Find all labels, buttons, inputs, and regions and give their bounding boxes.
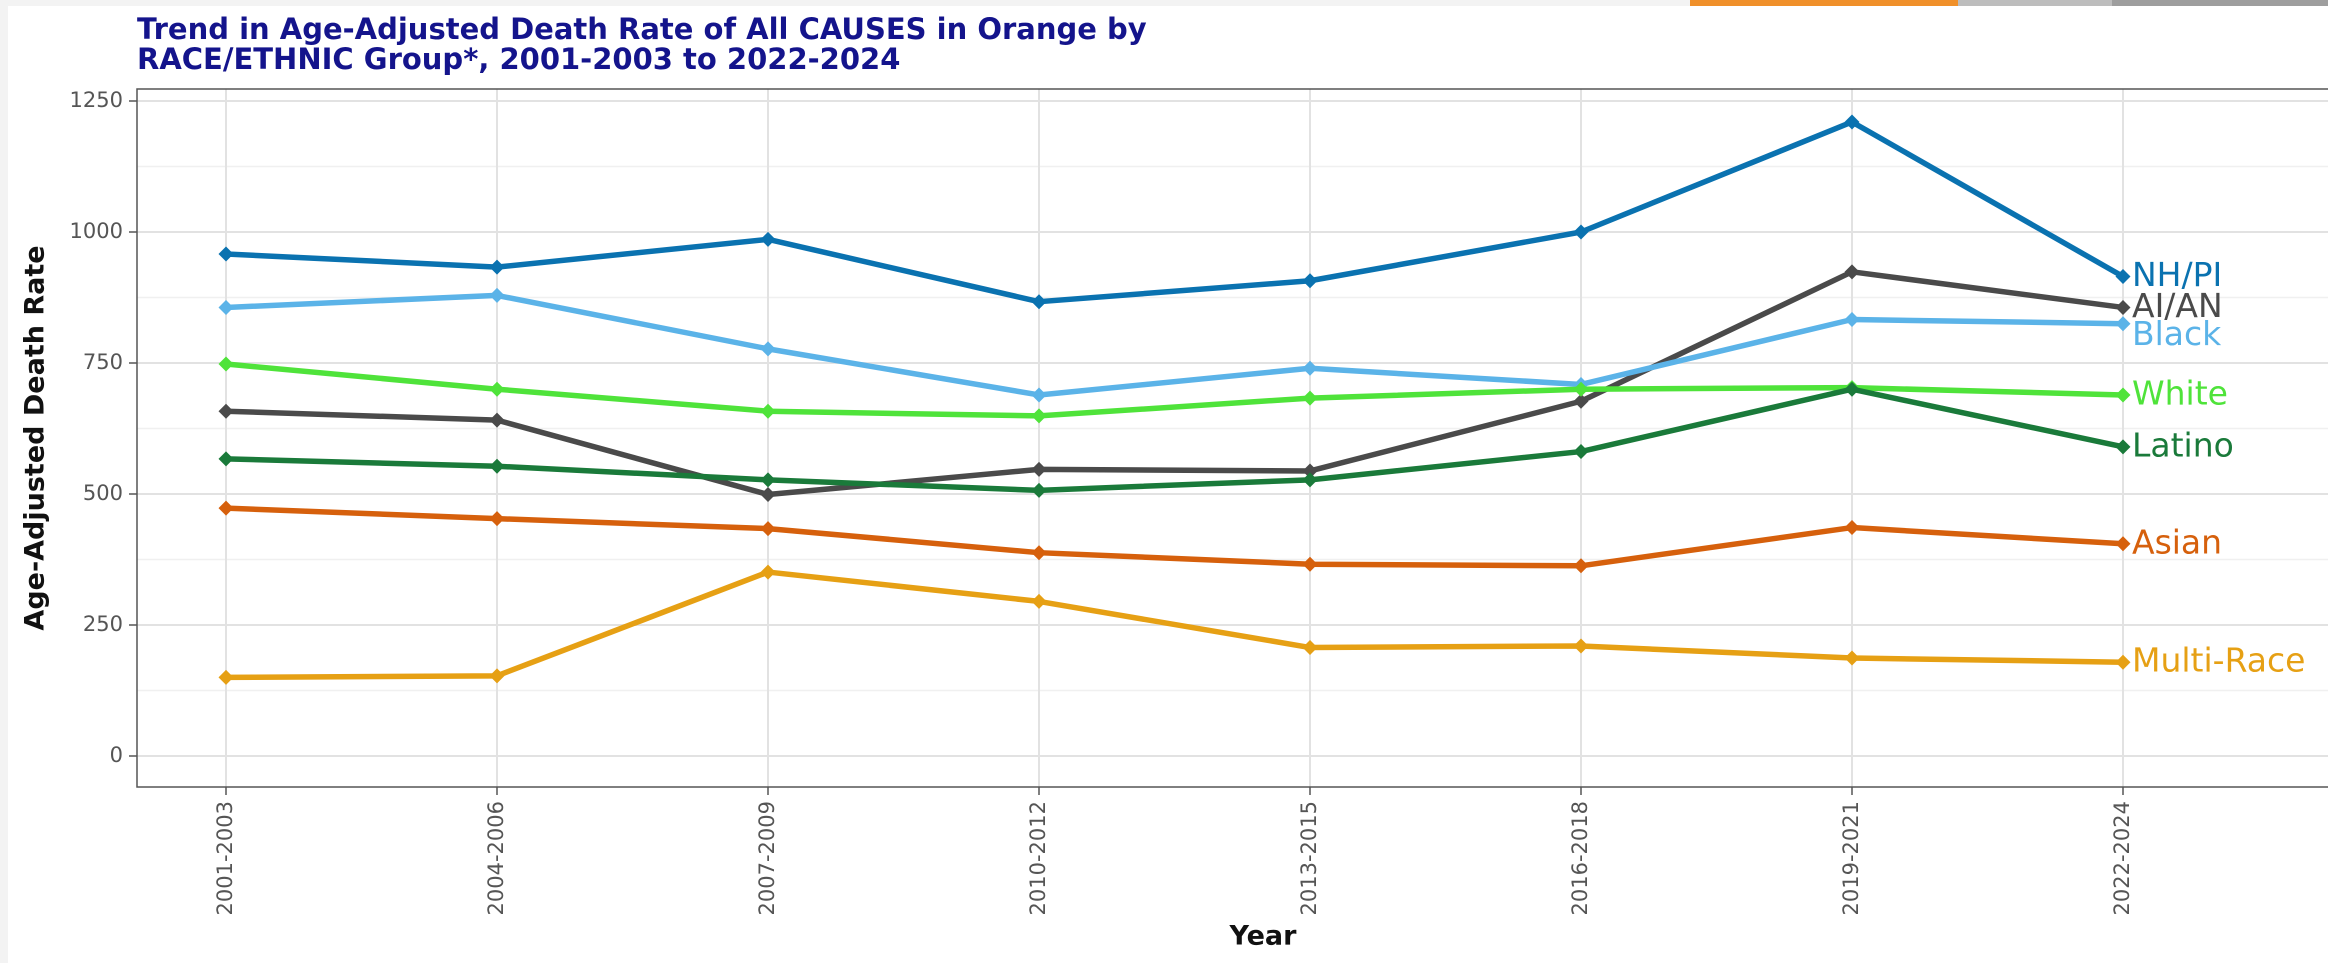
x-tick-label: 2010-2012 (1026, 801, 1050, 915)
series-label: AI/AN (2132, 286, 2223, 325)
y-tick-label: 500 (83, 481, 123, 505)
data-point (760, 231, 776, 247)
x-tick-label: 2016-2018 (1568, 801, 1592, 915)
data-point (760, 487, 776, 503)
y-tick-label: 0 (110, 743, 123, 767)
series-label: Asian (2132, 522, 2222, 561)
plot-border (136, 88, 2328, 788)
data-point (760, 403, 776, 419)
y-axis-title: Age-Adjusted Death Rate (20, 245, 51, 630)
data-point (1573, 558, 1589, 574)
series-line (225, 386, 2124, 494)
data-point (2115, 654, 2131, 670)
data-point (1844, 520, 1860, 536)
x-tick-label: 2013-2015 (1297, 801, 1321, 915)
data-point (760, 564, 776, 580)
data-point (2115, 299, 2131, 315)
top-tab (2112, 0, 2328, 6)
x-tick-label: 2022-2024 (2110, 801, 2134, 915)
data-point (1573, 224, 1589, 240)
data-point (760, 521, 776, 537)
data-point (1573, 638, 1589, 654)
data-point (2115, 316, 2131, 332)
data-point (1031, 593, 1047, 609)
series-label: NH/PI (2132, 255, 2222, 294)
data-point (760, 341, 776, 357)
data-point (1844, 312, 1860, 328)
x-tick-label: 2001-2003 (213, 801, 237, 915)
data-point (1031, 408, 1047, 424)
data-point (218, 500, 234, 516)
data-point (489, 511, 505, 527)
data-point (218, 299, 234, 315)
series-line (225, 569, 2124, 681)
chart-title: RACE/ETHNIC Group*, 2001-2003 to 2022-20… (137, 42, 900, 76)
data-point (2115, 269, 2131, 285)
data-point (1573, 381, 1589, 397)
data-point (2115, 439, 2131, 455)
series-label: Latino (2132, 425, 2234, 464)
series-label: Multi-Race (2132, 641, 2305, 680)
top-tab (1958, 0, 2112, 6)
data-point (1302, 273, 1318, 289)
series-label: Black (2132, 314, 2222, 353)
data-point (1573, 393, 1589, 409)
data-point (489, 668, 505, 684)
data-point (489, 381, 505, 397)
data-point (489, 287, 505, 303)
data-point (1302, 390, 1318, 406)
y-tick-label: 1250 (70, 88, 123, 112)
data-point (1031, 387, 1047, 403)
data-point (1031, 294, 1047, 310)
y-tick-label: 1000 (70, 219, 123, 243)
series-line (225, 119, 2125, 305)
y-tick-label: 750 (83, 350, 123, 374)
data-point (1302, 556, 1318, 572)
x-tick-label: 2007-2009 (755, 801, 779, 915)
data-point (218, 356, 234, 372)
data-point (1031, 461, 1047, 477)
data-point (218, 403, 234, 419)
data-point (1031, 482, 1047, 498)
x-tick-label: 2004-2006 (484, 801, 508, 915)
data-point (1031, 545, 1047, 561)
data-point (1844, 650, 1860, 666)
data-point (2115, 387, 2131, 403)
series-line (225, 361, 2124, 419)
data-point (1573, 444, 1589, 460)
data-point (760, 472, 776, 488)
data-point (2115, 536, 2131, 552)
data-point (1302, 463, 1318, 479)
data-point (489, 412, 505, 428)
top-tab (1690, 0, 1958, 6)
x-tick-label: 2019-2021 (1839, 801, 1863, 915)
x-axis-title: Year (1229, 921, 1298, 952)
data-point (1844, 264, 1860, 280)
data-point (1844, 381, 1860, 397)
data-point (1302, 360, 1318, 376)
data-point (218, 669, 234, 685)
data-point (1844, 114, 1860, 130)
data-point (218, 246, 234, 262)
data-point (489, 259, 505, 275)
series-line (225, 269, 2124, 498)
y-tick-label: 250 (83, 612, 123, 636)
series-label: White (2132, 373, 2228, 412)
data-point (1302, 472, 1318, 488)
data-point (1302, 640, 1318, 656)
data-point (218, 451, 234, 467)
series-line (225, 505, 2124, 569)
data-point (489, 458, 505, 474)
chart-title: Trend in Age-Adjusted Death Rate of All … (137, 12, 1147, 46)
series-line (225, 292, 2124, 398)
